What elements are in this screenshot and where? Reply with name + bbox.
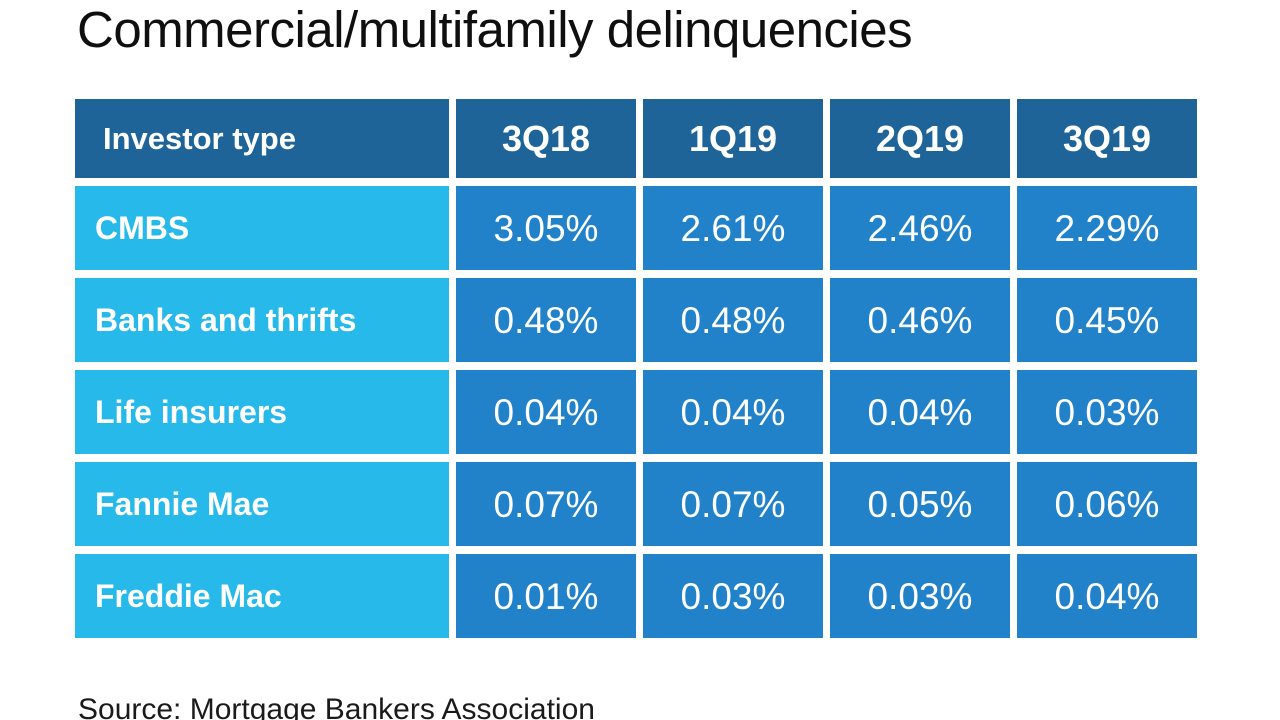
- source-note: Source: Mortgage Bankers Association: [78, 693, 595, 720]
- value-cell: 0.06%: [1017, 462, 1197, 546]
- value-cell: 3.05%: [456, 186, 636, 270]
- header-cell-investor-type: Investor type: [75, 99, 449, 178]
- value-cell: 0.04%: [643, 370, 823, 454]
- value-cell: 0.05%: [830, 462, 1010, 546]
- value-cell: 0.07%: [456, 462, 636, 546]
- value-cell: 0.48%: [643, 278, 823, 362]
- header-cell-3q18: 3Q18: [456, 99, 636, 178]
- value-cell: 0.03%: [830, 554, 1010, 638]
- delinquency-table: Investor type 3Q18 1Q19 2Q19 3Q19 CMBS 3…: [75, 99, 1197, 638]
- row-label-fannie-mae: Fannie Mae: [75, 462, 449, 546]
- row-label-banks-and-thrifts: Banks and thrifts: [75, 278, 449, 362]
- value-cell: 0.48%: [456, 278, 636, 362]
- value-cell: 0.04%: [830, 370, 1010, 454]
- value-cell: 0.04%: [456, 370, 636, 454]
- header-cell-2q19: 2Q19: [830, 99, 1010, 178]
- value-cell: 2.46%: [830, 186, 1010, 270]
- value-cell: 0.07%: [643, 462, 823, 546]
- value-cell: 2.61%: [643, 186, 823, 270]
- value-cell: 0.45%: [1017, 278, 1197, 362]
- value-cell: 0.46%: [830, 278, 1010, 362]
- row-label-cmbs: CMBS: [75, 186, 449, 270]
- header-cell-3q19: 3Q19: [1017, 99, 1197, 178]
- row-label-freddie-mac: Freddie Mac: [75, 554, 449, 638]
- value-cell: 0.03%: [643, 554, 823, 638]
- value-cell: 0.01%: [456, 554, 636, 638]
- header-cell-1q19: 1Q19: [643, 99, 823, 178]
- row-label-life-insurers: Life insurers: [75, 370, 449, 454]
- value-cell: 2.29%: [1017, 186, 1197, 270]
- page-title: Commercial/multifamily delinquencies: [77, 1, 913, 58]
- value-cell: 0.04%: [1017, 554, 1197, 638]
- value-cell: 0.03%: [1017, 370, 1197, 454]
